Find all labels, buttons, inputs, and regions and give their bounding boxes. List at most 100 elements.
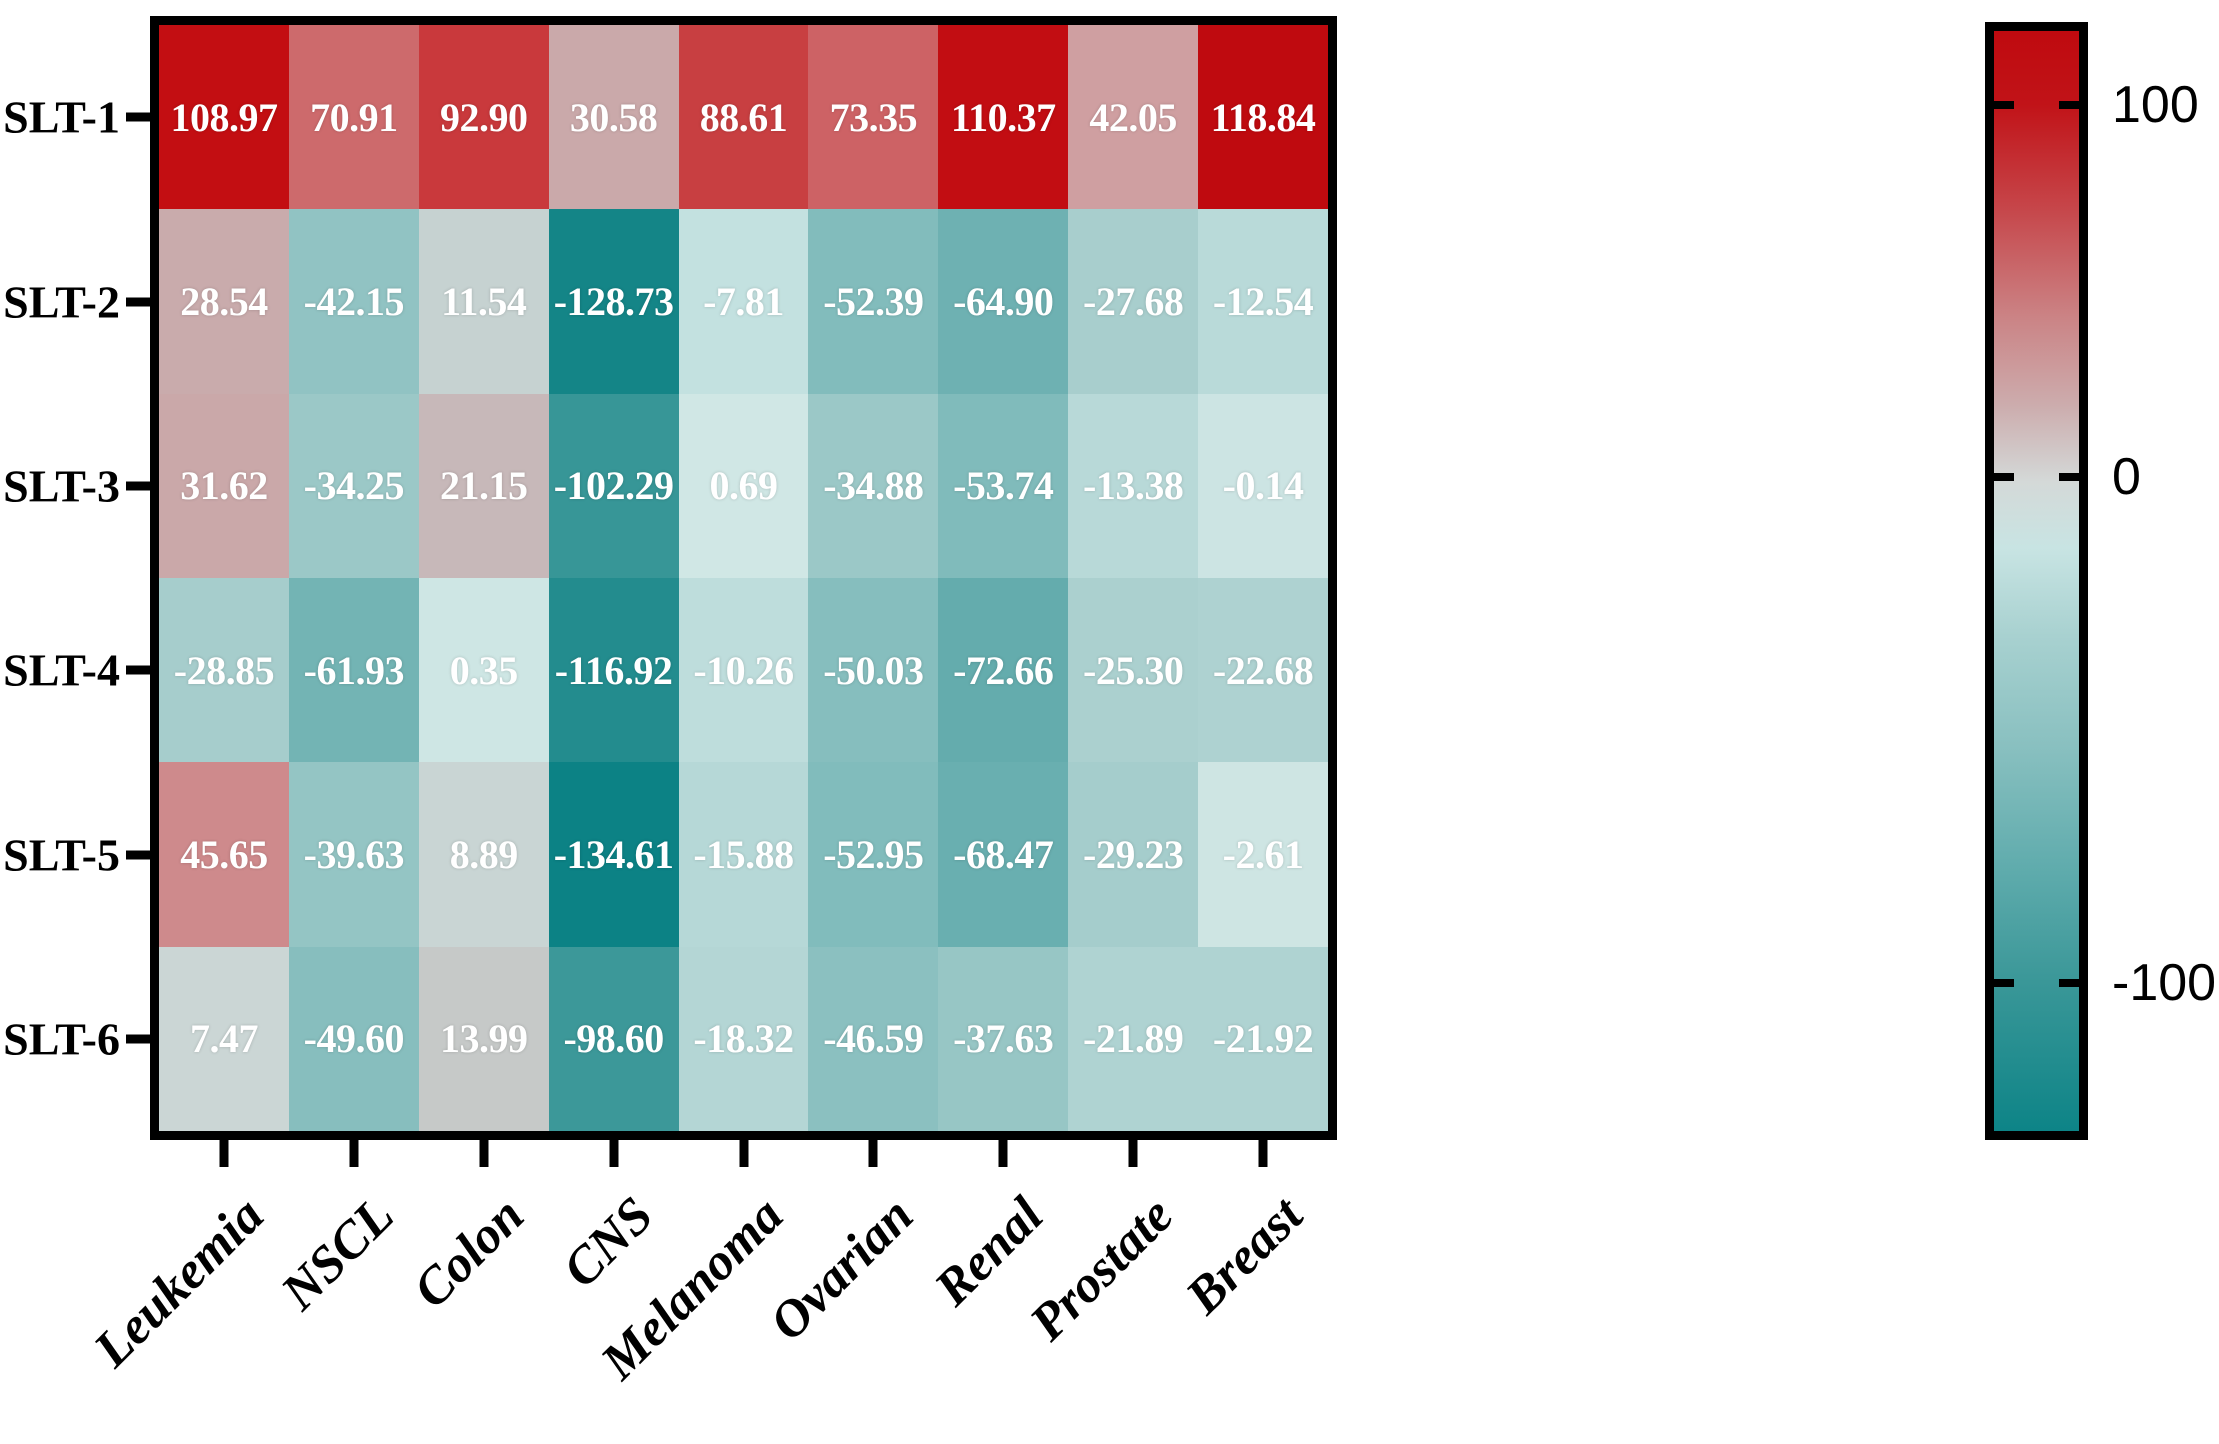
heatmap-cell: -25.30 — [1068, 577, 1199, 763]
heatmap-cell: 30.58 — [548, 25, 679, 210]
heatmap-cell: -21.89 — [1068, 946, 1199, 1131]
heatmap-cell: -21.92 — [1198, 946, 1328, 1131]
heatmap-cell: 7.47 — [159, 946, 289, 1131]
colorbar-tick-notch — [1994, 978, 2014, 987]
heatmap-cell: -13.38 — [1068, 393, 1199, 578]
col-tick — [479, 1140, 489, 1167]
heatmap-cell: -12.54 — [1198, 209, 1328, 394]
row-tick — [126, 1034, 152, 1044]
col-tick — [219, 1140, 229, 1167]
col-tick — [609, 1140, 619, 1167]
colorbar-gradient — [1994, 31, 2079, 1131]
col-label: Colon — [402, 1186, 535, 1319]
heatmap-cell: -42.15 — [288, 209, 419, 394]
heatmap-cell: -34.25 — [288, 393, 419, 578]
col-label: Ovarian — [759, 1186, 925, 1352]
row-label: SLT-5 — [3, 829, 120, 880]
heatmap-cell: -61.93 — [288, 577, 419, 763]
heatmap-cell: -128.73 — [548, 209, 679, 394]
heatmap-cell: -53.74 — [938, 393, 1069, 578]
colorbar-labels: 100 0 -100 — [2112, 31, 2219, 1131]
heatmap-cell: -15.88 — [678, 762, 809, 947]
heatmap-cell: -18.32 — [678, 946, 809, 1131]
plot-frame: 108.97 70.91 92.90 30.58 88.61 73.35 110.37 42.… — [150, 16, 1337, 1140]
row-tick — [126, 112, 152, 122]
colorbar-tick-notch — [2059, 472, 2079, 481]
col-label: NSCL — [270, 1186, 405, 1322]
col-tick — [998, 1140, 1008, 1167]
heatmap-cell: -27.68 — [1068, 209, 1199, 394]
heatmap-cell: 92.90 — [418, 25, 549, 210]
row-ticks — [126, 25, 152, 1131]
heatmap-cell: -134.61 — [548, 762, 679, 947]
colorbar-tick-label: 0 — [2112, 447, 2141, 506]
heatmap-cell: -49.60 — [288, 946, 419, 1131]
heatmap-cell: -39.63 — [288, 762, 419, 947]
heatmap-cell: 45.65 — [159, 762, 289, 947]
col-labels: Leukemia NSCL Colon CNS Melanoma Ovarian Renal… — [84, 1178, 1328, 1444]
row-label: SLT-2 — [3, 276, 120, 327]
colorbar-tick-notch — [2059, 100, 2079, 109]
col-label: Breast — [1175, 1186, 1315, 1326]
colorbar-tick-notch — [2059, 978, 2079, 987]
row-tick — [126, 297, 152, 306]
row-label: SLT-1 — [3, 91, 120, 143]
heatmap-cell: 13.99 — [418, 946, 549, 1131]
heatmap-cell: -50.03 — [808, 577, 939, 763]
colorbar-tick-notch — [1994, 100, 2014, 109]
heatmap-cell: -34.88 — [808, 393, 939, 578]
row-labels: SLT-1 SLT-2 SLT-3 SLT-4 SLT-5 SLT-6 — [0, 25, 124, 1131]
heatmap-grid: 108.97 70.91 92.90 30.58 88.61 73.35 110.37 42.… — [159, 25, 1328, 1131]
colorbar-tick-label: -100 — [2112, 953, 2217, 1012]
row-tick — [126, 481, 152, 491]
row-tick — [126, 850, 152, 859]
heatmap-cell: 31.62 — [159, 393, 289, 578]
heatmap-cell: -2.61 — [1198, 762, 1328, 947]
col-label: Prostate — [1019, 1186, 1185, 1352]
col-tick — [739, 1140, 748, 1167]
heatmap-cell: 118.84 — [1198, 25, 1328, 210]
heatmap-cell: -0.14 — [1198, 393, 1328, 578]
heatmap-cell: -98.60 — [548, 946, 679, 1131]
colorbar-tick-label: 100 — [2112, 75, 2199, 134]
heatmap-cell: 110.37 — [938, 25, 1069, 210]
heatmap-cell: -7.81 — [678, 209, 809, 394]
heatmap-cell: -72.66 — [938, 577, 1069, 763]
heatmap-cell: -22.68 — [1198, 577, 1328, 763]
heatmap-cell: 21.15 — [418, 393, 549, 578]
heatmap-cell: -46.59 — [808, 946, 939, 1131]
heatmap-cell: 28.54 — [159, 209, 289, 394]
heatmap-cell: 11.54 — [418, 209, 549, 394]
row-label: SLT-3 — [3, 460, 120, 512]
heatmap-cell: -52.39 — [808, 209, 939, 394]
heatmap-cell: -29.23 — [1068, 762, 1199, 947]
heatmap-cell: 73.35 — [808, 25, 939, 210]
col-tick — [1258, 1140, 1268, 1167]
heatmap-cell: 0.69 — [678, 393, 809, 578]
heatmap-cell: 8.89 — [418, 762, 549, 947]
heatmap-cell: 0.35 — [418, 577, 549, 763]
col-label: Leukemia — [83, 1186, 275, 1379]
col-tick — [1128, 1140, 1138, 1167]
heatmap-cell: -102.29 — [548, 393, 679, 578]
heatmap-cell: 108.97 — [159, 25, 289, 210]
heatmap-cell: 88.61 — [678, 25, 809, 210]
heatmap-cell: 42.05 — [1068, 25, 1199, 210]
colorbar-tick-notch — [1994, 472, 2014, 481]
row-label: SLT-4 — [3, 644, 120, 696]
col-tick — [868, 1140, 878, 1167]
colorbar — [1985, 22, 2088, 1140]
col-tick — [349, 1140, 359, 1167]
row-label: SLT-6 — [3, 1013, 120, 1065]
row-tick — [126, 665, 152, 675]
heatmap-cell: -10.26 — [678, 577, 809, 763]
heatmap-cell: -64.90 — [938, 209, 1069, 394]
heatmap-cell: -28.85 — [159, 577, 289, 763]
col-label: CNS — [552, 1186, 665, 1299]
col-ticks — [159, 1140, 1328, 1167]
heatmap-cell: -37.63 — [938, 946, 1069, 1131]
heatmap-cell: -116.92 — [548, 577, 679, 763]
heatmap-cell: -68.47 — [938, 762, 1069, 947]
heatmap-cell: 70.91 — [288, 25, 419, 210]
